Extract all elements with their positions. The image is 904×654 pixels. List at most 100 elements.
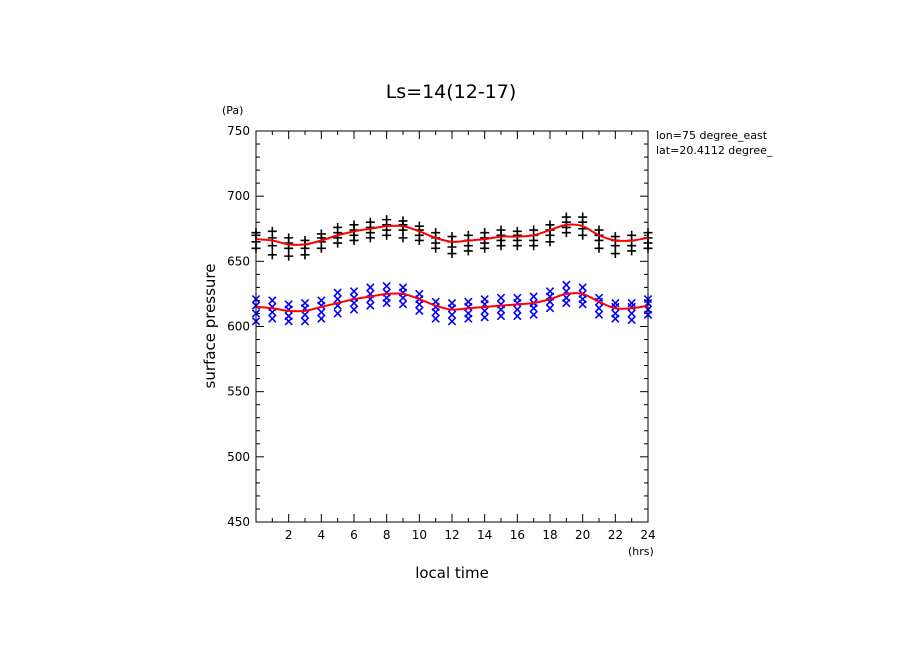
cross-marker bbox=[480, 306, 489, 316]
cross-marker bbox=[562, 280, 571, 289]
x-tick-label: 2 bbox=[285, 528, 293, 542]
x-tick-label: 6 bbox=[350, 528, 358, 542]
cross-marker bbox=[611, 309, 620, 318]
y-tick-label: 450 bbox=[227, 515, 250, 529]
cross-marker bbox=[447, 317, 457, 326]
cross-marker bbox=[366, 283, 375, 292]
plus-marker bbox=[349, 220, 359, 230]
cross-marker bbox=[447, 298, 457, 308]
plus-marker bbox=[333, 222, 343, 232]
y-tick-label: 550 bbox=[227, 385, 250, 399]
plot-frame bbox=[255, 130, 649, 523]
plus-marker bbox=[463, 230, 473, 240]
cross-marker bbox=[317, 314, 326, 323]
plus-marker bbox=[284, 233, 294, 243]
fit-lines bbox=[255, 223, 649, 313]
cross-marker bbox=[300, 310, 310, 319]
plus-marker bbox=[447, 232, 457, 242]
x-tick-label: 24 bbox=[640, 528, 655, 542]
axis-ticks bbox=[255, 130, 649, 523]
cross-marker bbox=[513, 305, 522, 314]
plus-marker bbox=[480, 228, 490, 238]
cross-marker bbox=[611, 298, 620, 308]
cross-marker bbox=[529, 310, 538, 319]
cross-marker bbox=[317, 296, 326, 305]
y-tick-label: 750 bbox=[227, 124, 250, 138]
x-tick-label: 18 bbox=[542, 528, 557, 542]
cross-marker bbox=[480, 313, 489, 322]
cross-marker bbox=[268, 296, 277, 305]
plus-marker bbox=[529, 225, 539, 235]
plus-marker bbox=[365, 217, 375, 227]
y-tick-label: 650 bbox=[227, 254, 250, 268]
plus-marker bbox=[414, 221, 424, 231]
chart-title: Ls=14(12-17) bbox=[386, 81, 517, 103]
plus-marker bbox=[267, 226, 277, 236]
cross-marker bbox=[415, 306, 424, 316]
x-tick-label: 12 bbox=[444, 528, 459, 542]
cross-marker bbox=[349, 305, 359, 314]
plus-marker bbox=[578, 212, 588, 222]
cross-marker bbox=[594, 310, 604, 319]
cross-marker bbox=[300, 317, 310, 326]
cross-marker bbox=[333, 288, 342, 297]
plus-marker bbox=[431, 228, 441, 238]
cross-marker bbox=[333, 309, 342, 318]
cross-marker bbox=[480, 294, 489, 304]
cross-marker bbox=[398, 300, 408, 309]
plus-marker bbox=[398, 233, 408, 243]
plus-marker bbox=[284, 251, 294, 261]
cross-marker bbox=[513, 293, 522, 302]
plus-marker bbox=[512, 226, 522, 236]
plus-marker bbox=[496, 225, 506, 235]
x-axis-title: local time bbox=[415, 564, 489, 582]
plus-marker bbox=[561, 212, 571, 222]
plus-marker bbox=[545, 220, 555, 230]
cross-marker bbox=[545, 287, 555, 296]
info-lat: lat=20.4112 degree_ bbox=[656, 144, 773, 157]
x-tick-label: 10 bbox=[412, 528, 427, 542]
plus-marker bbox=[594, 225, 604, 235]
x-tick-label: 16 bbox=[510, 528, 525, 542]
y-tick-label: 700 bbox=[227, 189, 250, 203]
cross-marker bbox=[496, 300, 506, 309]
cross-marker bbox=[627, 298, 636, 308]
cross-marker bbox=[366, 301, 375, 310]
cross-marker bbox=[578, 283, 587, 292]
cross-marker bbox=[496, 293, 506, 302]
plus-marker bbox=[627, 230, 637, 240]
plus-marker bbox=[267, 250, 277, 260]
plus-marker bbox=[594, 243, 604, 253]
cross-marker bbox=[464, 297, 473, 306]
plus-marker bbox=[267, 241, 277, 251]
fit-line bbox=[255, 223, 649, 246]
cross-marker bbox=[447, 310, 457, 319]
data-markers bbox=[251, 212, 653, 326]
info-lon: lon=75 degree_east bbox=[656, 129, 768, 142]
cross-marker bbox=[268, 314, 277, 323]
cross-marker bbox=[496, 311, 506, 321]
plus-marker bbox=[610, 249, 620, 259]
y-axis-title: surface pressure bbox=[201, 264, 219, 389]
cross-marker bbox=[317, 307, 326, 317]
x-tick-label: 8 bbox=[383, 528, 391, 542]
x-tick-label: 4 bbox=[318, 528, 326, 542]
x-unit-label: (hrs) bbox=[628, 545, 654, 558]
plus-marker bbox=[398, 216, 408, 226]
x-tick-label: 22 bbox=[608, 528, 623, 542]
cross-marker bbox=[627, 315, 636, 325]
x-tick-label: 20 bbox=[575, 528, 590, 542]
cross-marker bbox=[415, 289, 424, 299]
cross-marker bbox=[513, 311, 522, 321]
cross-marker bbox=[464, 309, 473, 318]
cross-marker bbox=[594, 304, 604, 313]
plus-marker bbox=[316, 229, 326, 239]
cross-marker bbox=[349, 287, 359, 296]
cross-marker bbox=[398, 283, 408, 292]
y-tick-label: 500 bbox=[227, 450, 250, 464]
cross-marker bbox=[382, 281, 391, 291]
cross-marker bbox=[284, 311, 293, 321]
cross-marker bbox=[529, 292, 538, 301]
